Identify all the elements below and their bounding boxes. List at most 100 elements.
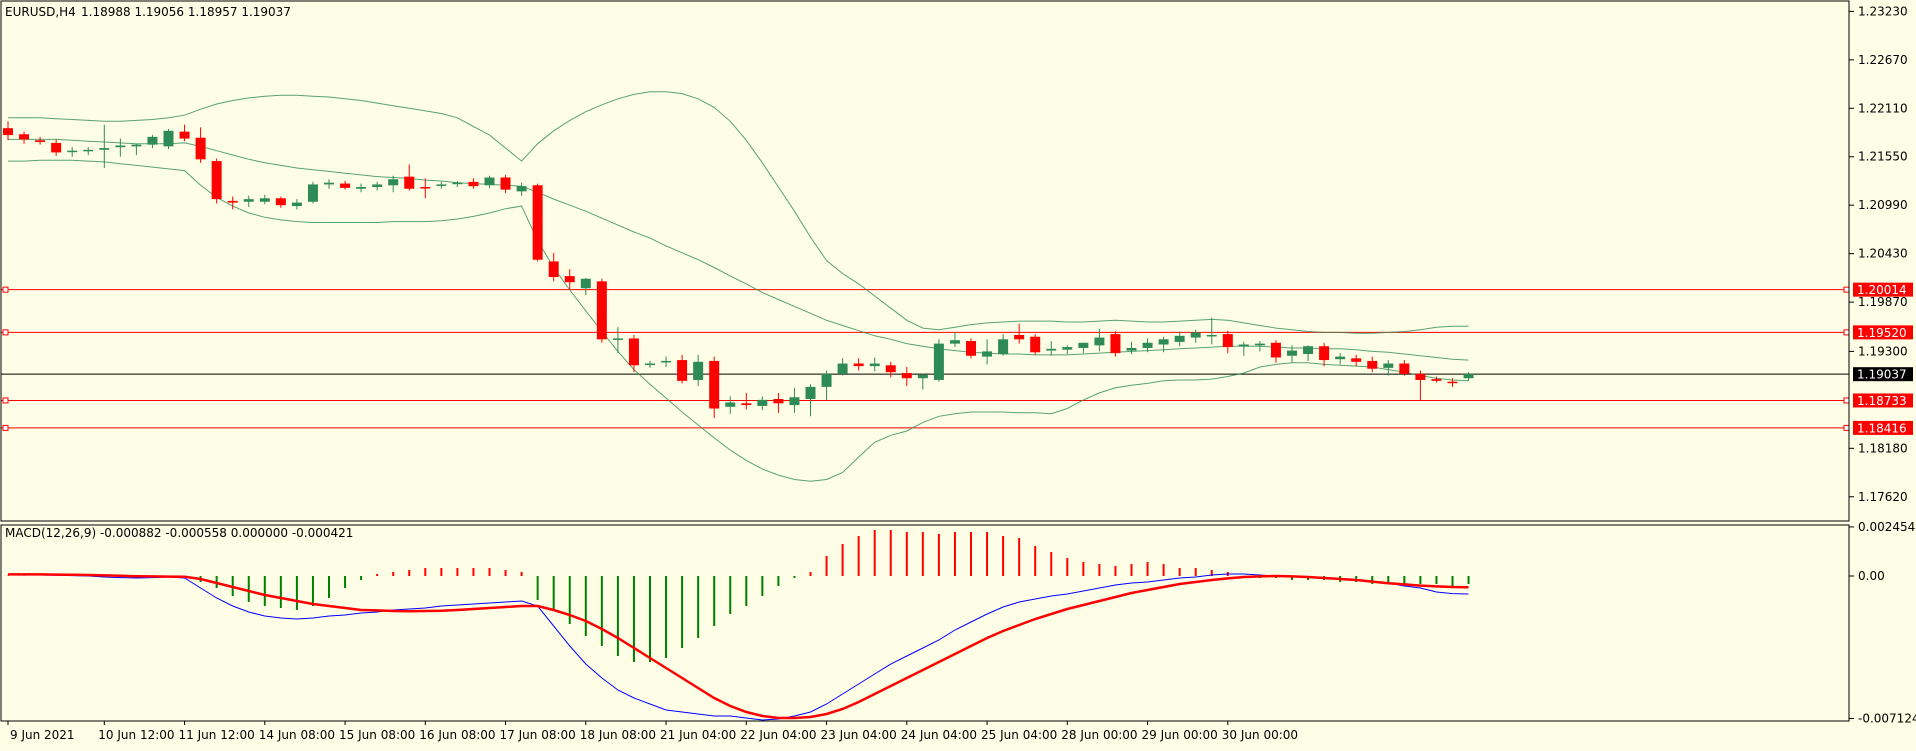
candle-body-bull: [580, 278, 591, 289]
price-tag-bg: [1853, 325, 1913, 340]
price-tag-label: 1.19520: [1857, 326, 1907, 340]
candle-body-bull: [1190, 332, 1201, 338]
macd-panel[interactable]: [7, 530, 1470, 721]
bollinger-lower-band: [8, 159, 1469, 482]
bollinger-upper-band: [8, 91, 1469, 334]
candle-body-bull: [291, 202, 302, 207]
candle-body-bear: [51, 142, 62, 153]
x-tick-label: 30 Jun 00:00: [1222, 728, 1298, 742]
price-y-tick-label: 1.19300: [1858, 344, 1908, 358]
candle-body-bear: [628, 338, 639, 366]
candle-body-bull: [131, 144, 142, 147]
price-y-tick-label: 1.17620: [1858, 490, 1908, 504]
candle-body-bull: [805, 386, 816, 400]
candle-body-bear: [677, 360, 688, 381]
x-tick-label: 22 Jun 04:00: [740, 728, 816, 742]
price-tag-label: 1.20014: [1857, 283, 1907, 297]
candle-body-bull: [99, 148, 110, 150]
candle-body-bull: [645, 363, 655, 366]
candle-body-bull: [484, 177, 495, 186]
candle-body-bear: [773, 399, 784, 404]
candle-body-bull: [1126, 347, 1137, 351]
x-tick-label: 11 Jun 12:00: [179, 728, 255, 742]
candle-body-bull: [356, 187, 367, 189]
candle-body-bull: [388, 179, 399, 186]
candle-body-bull: [693, 361, 704, 380]
x-tick-label: 10 Jun 12:00: [98, 728, 174, 742]
candle-body-bear: [564, 276, 575, 283]
candle-body-bear: [179, 131, 190, 139]
candle-body-bull: [1383, 363, 1394, 368]
price-y-tick-label: 1.21550: [1858, 150, 1908, 164]
candle-body-bull: [259, 198, 270, 202]
candle-body-bull: [998, 339, 1009, 355]
candle-body-bear: [19, 134, 30, 140]
candle-body-bull: [67, 150, 78, 153]
x-tick-label: 24 Jun 04:00: [901, 728, 977, 742]
level-anchor-right: [1843, 286, 1850, 293]
level-anchor-right: [1843, 424, 1850, 431]
candle-body-bull: [436, 184, 447, 186]
x-tick-label: 9 Jun 2021: [10, 728, 75, 742]
candle-body-bull: [163, 130, 174, 147]
candle-body-bull: [1303, 346, 1314, 355]
candle-body-bull: [821, 373, 832, 387]
candle-body-bull: [1463, 373, 1474, 379]
level-anchor-right: [1843, 329, 1850, 336]
candle-body-bear: [548, 261, 559, 278]
candle-body-bull: [1158, 339, 1169, 345]
candle-body-bull: [516, 186, 527, 192]
price-tag-label: 1.18416: [1857, 421, 1907, 435]
price-tag-bg: [1853, 420, 1913, 435]
x-tick-label: 16 Jun 08:00: [419, 728, 495, 742]
price-tag-label: 1.18733: [1857, 394, 1907, 408]
candle-body-bear: [1367, 360, 1378, 369]
candle-body-bear: [709, 360, 720, 409]
candle-body-bear: [195, 137, 206, 160]
price-panel[interactable]: [1, 91, 1850, 482]
macd-signal-line: [8, 573, 1469, 720]
candle-body-bear: [340, 183, 351, 188]
candle-body-bear: [901, 373, 912, 379]
candle-body-bear: [1351, 358, 1362, 362]
candle-body-bear: [1431, 379, 1442, 381]
candle-body-bull: [1046, 348, 1057, 351]
candle-body-bull: [1206, 334, 1217, 337]
candle-body-bear: [532, 185, 543, 260]
header-ohlc: 1.18988 1.19056 1.18957 1.19037: [81, 5, 291, 19]
x-tick-label: 28 Jun 00:00: [1061, 728, 1137, 742]
candle-body-bear: [885, 365, 896, 373]
candle-body-bull: [372, 184, 383, 188]
macd-y-tick-label: 0.002454: [1858, 520, 1915, 534]
candle-body-bear: [966, 341, 976, 356]
candle-body-bull: [115, 145, 126, 148]
candle-body-bull: [83, 149, 94, 152]
candle-body-bull: [612, 338, 623, 340]
candle-body-bull: [757, 399, 768, 406]
price-tag-bg: [1853, 282, 1913, 297]
x-tick-label: 18 Jun 08:00: [580, 728, 656, 742]
candle-body-bull: [1287, 350, 1297, 356]
candle-body-bear: [1447, 381, 1458, 384]
candle-body-bull: [917, 374, 928, 379]
candle-body-bull: [661, 360, 672, 363]
candle-body-bull: [243, 199, 254, 202]
macd-y-tick-label: -0.007124: [1858, 711, 1916, 725]
price-tag-label: 1.19037: [1857, 368, 1907, 382]
candle-body-bull: [1142, 342, 1153, 348]
x-tick-label: 29 Jun 00:00: [1142, 728, 1218, 742]
candle-body-bear: [1270, 342, 1281, 358]
candle-body-bear: [1319, 346, 1330, 361]
candle-body-bear: [420, 187, 431, 189]
candle-body-bear: [211, 161, 222, 200]
candle-body-bull: [1335, 356, 1346, 360]
candle-body-bull: [725, 402, 736, 407]
x-tick-label: 23 Jun 04:00: [821, 728, 897, 742]
price-tag-bg: [1853, 367, 1913, 382]
macd-macd-line: [7, 573, 1469, 721]
candle-body-bull: [147, 136, 158, 145]
candle-body-bull: [452, 182, 463, 185]
